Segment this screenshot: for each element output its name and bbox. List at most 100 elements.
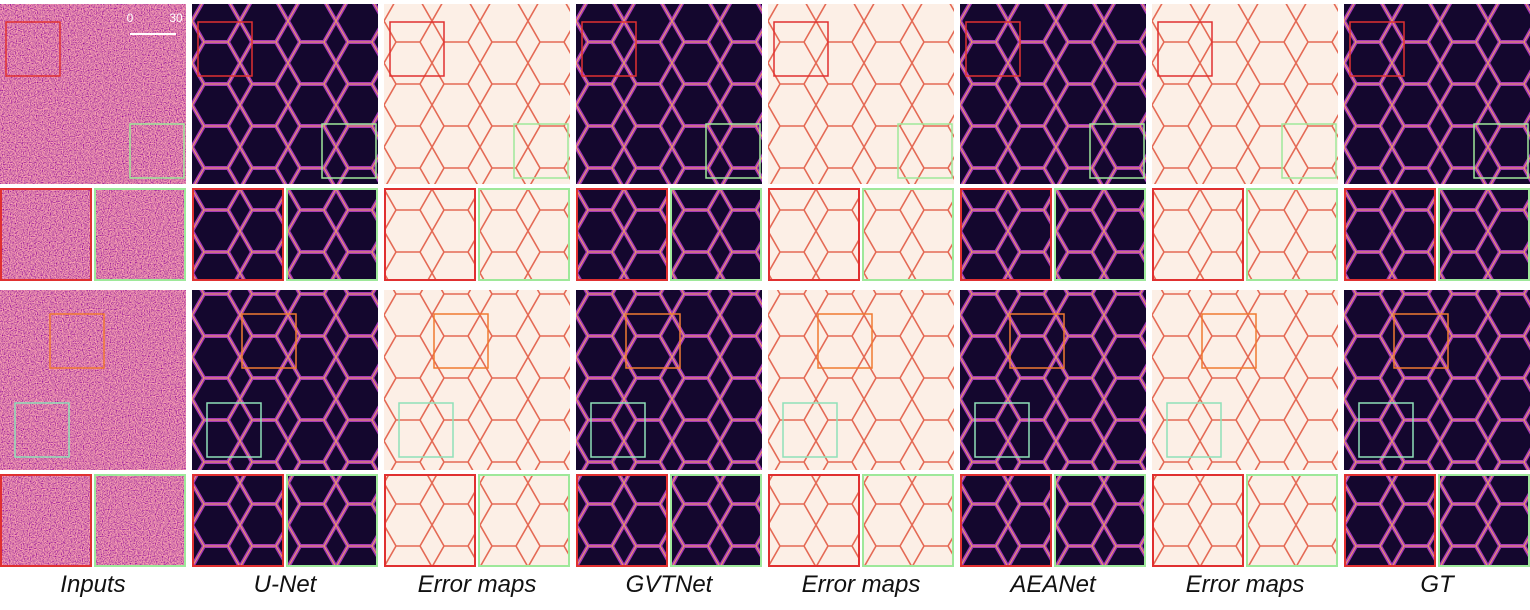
- zoom-box: [1009, 313, 1065, 369]
- error-map: [384, 4, 570, 184]
- inset-frame: [960, 474, 1052, 567]
- prediction-image: [576, 4, 762, 184]
- zoom-box: [1358, 402, 1414, 458]
- prediction-image: [192, 290, 378, 470]
- inset-frame: [1246, 474, 1338, 567]
- error-map: [768, 4, 954, 184]
- zoom-box: [1089, 123, 1145, 179]
- prediction-image: [1344, 188, 1436, 281]
- inset-frame: [478, 188, 570, 281]
- column-label: GVTNet: [626, 571, 714, 598]
- prediction-image: [1054, 188, 1146, 281]
- prediction-image: [192, 474, 284, 567]
- prediction-image: [670, 188, 762, 281]
- inset-frame: [1054, 474, 1146, 567]
- column-label: Inputs: [60, 571, 125, 598]
- error-map: [862, 188, 954, 281]
- error-map: [1246, 188, 1338, 281]
- inset-frame: [478, 474, 570, 567]
- zoom-box: [974, 402, 1030, 458]
- noisy-image: [94, 188, 186, 281]
- inset-frame: [1152, 474, 1244, 567]
- zoom-box: [590, 402, 646, 458]
- inset-frame: [0, 474, 92, 567]
- prediction-image: [960, 4, 1146, 184]
- column-label: Error maps: [802, 571, 921, 598]
- inset-frame: [862, 474, 954, 567]
- zoom-box: [129, 123, 185, 179]
- column-label: Error maps: [1186, 571, 1305, 598]
- prediction-image: [576, 188, 668, 281]
- prediction-image: [1054, 474, 1146, 567]
- zoom-box: [321, 123, 377, 179]
- error-map: [478, 474, 570, 567]
- zoom-box: [782, 402, 838, 458]
- zoom-box: [1157, 21, 1213, 77]
- zoom-box: [513, 123, 569, 179]
- prediction-image: [1344, 474, 1436, 567]
- error-map: [768, 474, 860, 567]
- prediction-image: [576, 474, 668, 567]
- inset-frame: [862, 188, 954, 281]
- inset-frame: [1438, 474, 1530, 567]
- inset-frame: [1152, 188, 1244, 281]
- zoom-box: [1349, 21, 1405, 77]
- inset-frame: [1054, 188, 1146, 281]
- prediction-image: [670, 474, 762, 567]
- inset-frame: [1246, 188, 1338, 281]
- zoom-box: [433, 313, 489, 369]
- zoom-box: [581, 21, 637, 77]
- inset-frame: [576, 188, 668, 281]
- inset-frame: [1438, 188, 1530, 281]
- inset-frame: [670, 188, 762, 281]
- inset-frame: [1344, 474, 1436, 567]
- zoom-box: [1201, 313, 1257, 369]
- prediction-image: [192, 188, 284, 281]
- scale-start: 0: [127, 11, 134, 25]
- prediction-image: [286, 188, 378, 281]
- inset-frame: [768, 188, 860, 281]
- error-map: [1152, 474, 1244, 567]
- zoom-box: [5, 21, 61, 77]
- prediction-image: [1438, 474, 1530, 567]
- error-map: [384, 188, 476, 281]
- prediction-image: [960, 290, 1146, 470]
- inset-frame: [286, 188, 378, 281]
- zoom-box: [897, 123, 953, 179]
- inset-frame: [192, 188, 284, 281]
- zoom-box: [1281, 123, 1337, 179]
- error-map: [768, 290, 954, 470]
- zoom-box: [206, 402, 262, 458]
- zoom-box: [398, 402, 454, 458]
- zoom-box: [625, 313, 681, 369]
- error-map: [478, 188, 570, 281]
- inset-frame: [768, 474, 860, 567]
- error-map: [1152, 290, 1338, 470]
- zoom-box: [241, 313, 297, 369]
- zoom-box: [197, 21, 253, 77]
- noisy-image: [94, 474, 186, 567]
- column-label: AEANet: [1008, 571, 1097, 598]
- inset-frame: [192, 474, 284, 567]
- zoom-box: [389, 21, 445, 77]
- noisy-image: [0, 4, 186, 184]
- zoom-box: [705, 123, 761, 179]
- error-map: [384, 474, 476, 567]
- noisy-image: [0, 474, 92, 567]
- error-map: [768, 188, 860, 281]
- error-map: [384, 290, 570, 470]
- error-map: [1152, 188, 1244, 281]
- prediction-image: [960, 474, 1052, 567]
- zoom-box: [49, 313, 105, 369]
- prediction-image: [1344, 290, 1530, 470]
- zoom-box: [1473, 123, 1529, 179]
- column-label: Error maps: [418, 571, 537, 598]
- prediction-image: [576, 290, 762, 470]
- zoom-box: [817, 313, 873, 369]
- noisy-image: [0, 290, 186, 470]
- panels: [0, 4, 1530, 567]
- noisy-image: [0, 188, 92, 281]
- inset-frame: [384, 474, 476, 567]
- inset-frame: [94, 188, 186, 281]
